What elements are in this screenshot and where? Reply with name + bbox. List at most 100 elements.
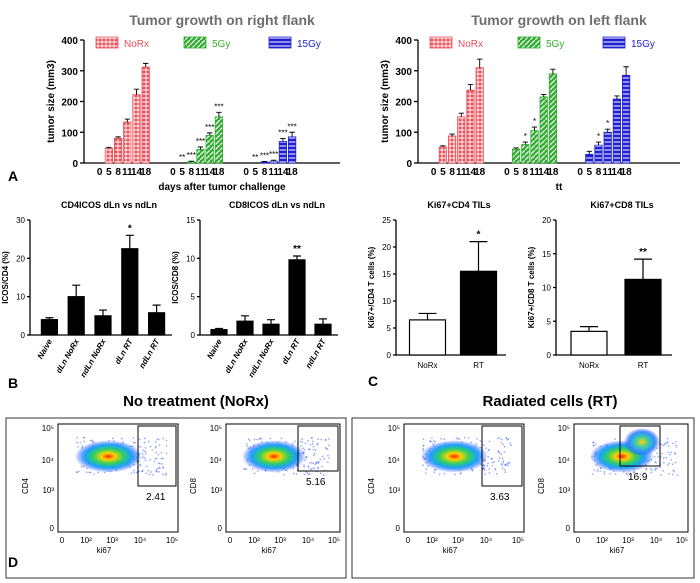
event-dot — [315, 462, 318, 464]
event-dot — [654, 467, 657, 470]
event-dot — [476, 437, 478, 440]
error-bar — [115, 136, 121, 139]
event-dot — [443, 473, 446, 475]
significance-marker: ** — [179, 153, 185, 162]
y-tick-label: 5 — [387, 324, 392, 333]
x-tick-label: ndLn RT — [137, 337, 161, 370]
event-dot — [507, 438, 510, 440]
y-tick-label: 0 — [191, 331, 196, 340]
event-dot — [111, 437, 114, 440]
x-tick-label: 5 — [253, 167, 259, 178]
event-dot — [506, 462, 509, 465]
x-tick-label: 0 — [228, 536, 233, 545]
error-bar — [458, 112, 464, 117]
event-dot — [672, 442, 674, 445]
error-bar — [634, 258, 652, 280]
event-dot — [656, 452, 658, 454]
bar — [288, 259, 306, 336]
y-axis-label: CD4 — [21, 477, 30, 494]
event-dot — [431, 437, 433, 440]
x-tick-label: 10³ — [274, 536, 286, 545]
event-dot — [328, 457, 330, 459]
bar — [512, 148, 521, 164]
event-dot — [165, 445, 168, 447]
event-dot — [302, 447, 304, 450]
event-dot — [155, 451, 158, 454]
significance-marker: ** — [252, 153, 258, 162]
gate-percent: 2.41 — [146, 492, 166, 503]
event-dot — [143, 441, 146, 444]
event-dot — [650, 471, 652, 474]
bar — [40, 319, 59, 336]
x-tick-label: 10² — [596, 536, 608, 545]
event-dot — [501, 464, 504, 466]
event-dot — [664, 443, 666, 446]
error-bar — [271, 159, 277, 162]
event-dot — [138, 470, 141, 473]
event-dot — [317, 442, 319, 445]
event-dot — [497, 451, 499, 453]
event-dot — [141, 452, 143, 455]
event-dot — [310, 461, 313, 464]
x-tick-label: 18 — [474, 167, 486, 178]
significance-marker: * — [597, 132, 600, 141]
event-dot — [486, 465, 489, 467]
bar — [287, 136, 297, 164]
event-dot — [596, 470, 598, 473]
y-tick-label: 400 — [395, 36, 412, 47]
significance-marker: *** — [260, 151, 269, 160]
y-tick-label: 200 — [395, 98, 412, 109]
y-tick-label: 15 — [186, 216, 195, 225]
x-tick-label: 11 — [122, 167, 133, 178]
event-dot — [497, 450, 500, 452]
event-dot — [662, 444, 665, 447]
bar — [457, 116, 466, 164]
event-dot — [86, 471, 88, 474]
event-dot — [626, 473, 628, 476]
x-tick-label: 10³ — [452, 536, 464, 545]
error-bar — [469, 241, 488, 272]
event-dot — [504, 464, 507, 466]
event-dot — [141, 470, 144, 472]
panel-label-d: D — [8, 554, 18, 570]
event-dot — [259, 437, 262, 440]
x-tick-label: 0 — [577, 167, 583, 178]
event-dot — [485, 447, 487, 450]
error-bar — [261, 161, 268, 163]
bar — [603, 131, 612, 164]
legend-swatch — [183, 36, 207, 49]
event-dot — [502, 460, 505, 462]
significance-marker: ** — [293, 244, 301, 255]
y-axis-label: tumor size (mm3) — [46, 60, 57, 143]
y-tick-label: 10³ — [558, 486, 570, 495]
x-tick-label: 18 — [287, 167, 299, 178]
error-bar — [99, 309, 107, 316]
event-dot — [500, 463, 503, 465]
event-dot — [314, 463, 317, 466]
event-dot — [501, 467, 504, 470]
event-dot — [313, 467, 315, 470]
x-tick-label: 14 — [611, 167, 623, 178]
error-bar — [188, 160, 194, 162]
event-dot — [144, 459, 147, 462]
significance-marker: *** — [269, 150, 278, 159]
bar — [104, 147, 113, 164]
event-dot — [668, 462, 671, 465]
event-dot — [162, 437, 164, 440]
event-dot — [157, 438, 160, 441]
event-dot — [156, 438, 159, 440]
event-dot — [311, 443, 314, 445]
event-dot — [165, 452, 168, 455]
legend-label: NoRx — [458, 39, 483, 50]
y-tick-label: 300 — [395, 67, 412, 78]
event-dot — [258, 438, 261, 440]
event-dot — [614, 438, 616, 440]
event-dot — [251, 468, 254, 471]
event-dot — [651, 469, 653, 471]
bar — [475, 67, 484, 164]
panel-label-b: B — [8, 375, 18, 391]
event-dot — [422, 464, 424, 466]
event-dot — [482, 444, 485, 446]
event-dot — [503, 450, 506, 453]
y-tick-label: 5 — [191, 293, 196, 302]
